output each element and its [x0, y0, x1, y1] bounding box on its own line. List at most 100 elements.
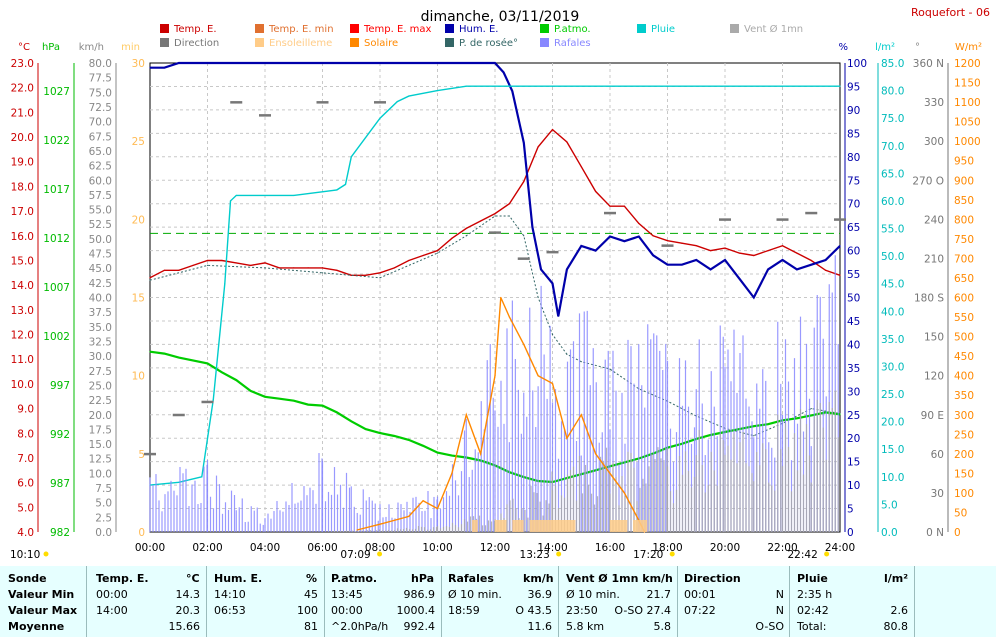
solaire-point	[494, 375, 496, 377]
pluie-point	[379, 117, 381, 119]
hum-tick-label: 95	[847, 81, 860, 93]
dir-tick-label: 240	[924, 214, 944, 226]
solaire-point	[537, 375, 539, 377]
wind-tick-label: 50.0	[89, 234, 112, 246]
time-tick-label: 20:00	[710, 542, 740, 554]
min-tick-label: 0	[138, 527, 145, 539]
sun-icon	[824, 551, 830, 557]
legend-swatch	[255, 24, 264, 33]
hum-e-point	[347, 62, 349, 64]
table-cell-gust-v: 11.6	[527, 620, 553, 633]
pluie-point	[229, 200, 232, 202]
hum-e-point	[511, 90, 513, 92]
header-temp-unit: °C	[186, 572, 200, 585]
temp-tick-label: 8.0	[17, 428, 34, 440]
direction-point	[172, 413, 185, 417]
temp-e-point	[178, 269, 180, 271]
press-tick-label: 1002	[43, 331, 70, 343]
hum-tick-label: 65	[847, 222, 860, 234]
dir-tick-label: 60	[931, 449, 944, 461]
solar-tick-label: 950	[954, 156, 974, 168]
rain-tick-label: 35.0	[881, 334, 904, 346]
pluie-point	[839, 85, 841, 87]
temp-tick-label: 23.0	[11, 58, 34, 70]
solaire-point	[451, 472, 453, 474]
min-tick-label: 25	[132, 136, 145, 148]
temp-e-point	[365, 274, 367, 276]
hum-tick-label: 45	[847, 316, 860, 328]
legend-label: Temp. E.	[173, 24, 217, 35]
p-atmo-point	[321, 404, 324, 407]
press-tick-label: 997	[50, 380, 70, 392]
table-cell-wind-t: Ø 10 min.	[566, 588, 620, 601]
chart-series	[144, 61, 846, 533]
solaire-point	[500, 296, 502, 299]
time-tick-label: 00:00	[135, 542, 165, 554]
wind-tick-label: 55.0	[89, 205, 112, 217]
time-tick-label: 18:00	[652, 542, 682, 554]
solar-tick-label: 550	[954, 312, 974, 324]
rain-unit-label: l/m²	[875, 42, 895, 53]
pluie-point	[293, 194, 295, 197]
table-cell-press-v: 992.4	[403, 620, 436, 633]
hum-e-point	[623, 240, 625, 242]
p-atmo-point	[810, 414, 812, 416]
temp-e-point	[681, 242, 683, 244]
sun-icon	[669, 551, 675, 557]
legend-swatch	[350, 38, 359, 47]
press-tick-label: 1022	[43, 135, 70, 147]
p-atmo-point	[753, 425, 755, 427]
pluie-point	[336, 189, 338, 191]
time-tick-label: 04:00	[250, 542, 280, 554]
press-tick-label: 1012	[43, 233, 70, 245]
wind-tick-label: 25.0	[89, 380, 112, 392]
wind-tick-label: 42.5	[89, 278, 112, 290]
legend-swatch	[160, 38, 169, 47]
p-atmo-point	[796, 417, 798, 419]
press-tick-label: 1007	[43, 282, 70, 294]
temp-e-point	[393, 267, 395, 269]
hum-e-point	[540, 268, 542, 270]
solar-tick-label: 150	[954, 468, 974, 480]
wind-tick-label: 60.0	[89, 175, 112, 187]
pluie-point	[551, 85, 554, 87]
hum-e-point	[724, 259, 726, 261]
wind-tick-label: 17.5	[89, 424, 112, 436]
table-cell-wind-v: 5.8	[653, 620, 672, 633]
table-cell-label: Valeur Min	[8, 588, 75, 601]
direction-point	[374, 101, 386, 104]
min-tick-label: 20	[132, 214, 145, 226]
hum-unit-label: %	[838, 42, 848, 53]
temp-tick-label: 11.0	[11, 354, 34, 366]
p-atmo-point	[178, 356, 180, 359]
dir-tick-label: 360 N	[913, 58, 944, 70]
hum-tick-label: 70	[847, 199, 860, 211]
p-atmo-point	[235, 379, 237, 381]
sunshine-block	[633, 520, 648, 532]
header-dir: Direction	[684, 572, 741, 585]
table-cell-temp-v: 15.66	[168, 620, 201, 633]
direction-point	[719, 218, 731, 221]
hum-e-point	[810, 264, 812, 266]
temp-e-point	[839, 274, 841, 276]
dir-tick-label: 30	[931, 488, 944, 500]
hum-e-point	[436, 62, 439, 64]
direction-point	[834, 218, 846, 221]
solaire-point	[508, 316, 510, 318]
table-cell-dir-v: N	[775, 588, 784, 601]
pluie-point	[666, 85, 669, 87]
header-press-unit: hPa	[411, 572, 435, 585]
solaire-point	[523, 343, 525, 345]
sunshine-block	[529, 520, 576, 532]
table-cell-temp-v: 20.3	[175, 604, 201, 617]
legend-swatch	[350, 24, 359, 33]
wind-tick-label: 5.0	[95, 498, 112, 510]
hum-e-point	[753, 296, 755, 299]
wind-tick-label: 20.0	[89, 410, 112, 422]
table-cell-rain-t: Total:	[797, 620, 827, 633]
wind-tick-label: 0.0	[95, 527, 112, 539]
wind-tick-label: 62.5	[89, 161, 112, 173]
table-cell-dir-t: 07:22	[684, 604, 716, 617]
table-cell-wind-t: 23:50	[566, 604, 598, 617]
table-cell-dir-v: N	[775, 604, 784, 617]
